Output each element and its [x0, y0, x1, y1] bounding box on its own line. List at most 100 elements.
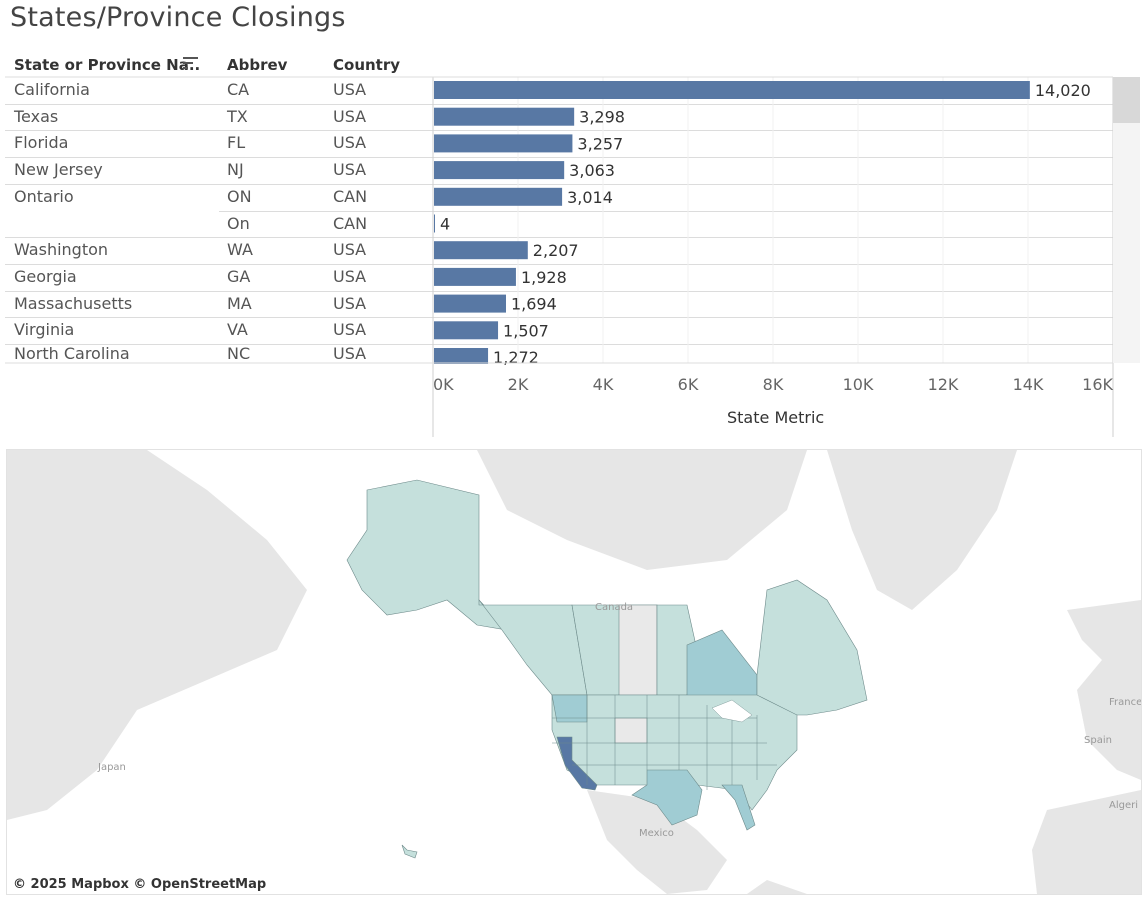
row-separator — [219, 210, 1113, 212]
bar — [434, 81, 1030, 99]
bar — [434, 134, 573, 153]
row-separator — [5, 290, 1113, 292]
bar-data-label: 3,257 — [577, 134, 623, 153]
x-tick-label: 6K — [678, 375, 699, 394]
closings-table: State or Province Na.. Abbrev Country Ca… — [5, 52, 1140, 444]
alaska — [346, 479, 508, 631]
row-separator — [5, 183, 1113, 185]
x-axis-title: State Metric — [727, 408, 825, 427]
x-tick-label: 10K — [843, 375, 874, 394]
country: USA — [333, 266, 367, 286]
bar — [434, 267, 516, 286]
abbrev: WA — [227, 240, 253, 260]
florida — [721, 784, 756, 831]
state-name: Georgia — [14, 266, 77, 286]
row-separator — [5, 157, 1113, 159]
bar-data-label: 1,694 — [511, 295, 557, 314]
wyoming-nodata — [614, 717, 648, 744]
state-name: Washington — [14, 240, 109, 260]
scrollbar-thumb[interactable] — [1113, 77, 1140, 123]
nwt-nodata — [618, 604, 658, 696]
map-label-algeria: Algeri — [1109, 800, 1139, 811]
bar — [434, 348, 489, 364]
map-label-mexico: Mexico — [639, 828, 674, 839]
country: USA — [333, 160, 367, 180]
state-name: Ontario — [14, 186, 74, 206]
country: CAN — [333, 186, 368, 206]
state-name: California — [14, 80, 90, 99]
map-label-spain: Spain — [1084, 735, 1112, 746]
map-copyright: © 2025 Mapbox © OpenStreetMap — [11, 877, 269, 892]
abbrev: NC — [227, 344, 251, 363]
abbrev: NJ — [227, 160, 244, 180]
abbrev: MA — [227, 293, 252, 313]
row-separator — [5, 344, 1113, 345]
greenland-land — [827, 450, 1017, 610]
great-lakes — [711, 699, 753, 723]
bar-data-label: 3,298 — [579, 108, 625, 127]
abbrev: On — [227, 213, 250, 233]
abbrev: ON — [227, 186, 252, 206]
country: CAN — [333, 213, 368, 233]
x-tick-label: 16K — [1082, 375, 1113, 394]
x-tick-label: 12K — [928, 375, 959, 394]
x-tick-label: 8K — [763, 375, 784, 394]
page-title: States/Province Closings — [10, 2, 346, 33]
map-label-canada: Canada — [595, 602, 634, 613]
abbrev: FL — [227, 133, 246, 153]
map-canvas[interactable] — [7, 450, 1141, 894]
bar-data-label: 1,928 — [521, 268, 567, 287]
row-separator — [5, 130, 1113, 132]
country: USA — [333, 106, 367, 126]
header-abbrev[interactable]: Abbrev — [227, 56, 288, 74]
row-separator — [5, 103, 1113, 105]
yukon-bc — [478, 599, 588, 696]
x-tick-label: 14K — [1013, 375, 1044, 394]
bar — [434, 161, 565, 180]
state-name: New Jersey — [14, 160, 103, 180]
bar-data-label: 3,063 — [569, 161, 615, 180]
bar-data-label: 4 — [440, 215, 450, 234]
hawaii — [401, 844, 418, 859]
mexico-central-america — [587, 790, 727, 894]
state-name: Virginia — [14, 320, 75, 340]
x-tick-label: 2K — [508, 375, 529, 394]
sort-icon[interactable] — [183, 56, 199, 70]
abbrev: GA — [227, 266, 251, 286]
bar — [434, 241, 528, 260]
bar-chart: 14,020 3,298 3,257 3,063 3,014 4 2,207 1,928 1,6… — [5, 76, 1114, 437]
south-america-tip — [747, 880, 807, 894]
country: USA — [333, 133, 367, 153]
choropleth-map[interactable]: Canada Mexico Japan France Spain Algeri … — [6, 449, 1142, 895]
africa-land — [1032, 790, 1141, 894]
bar — [434, 294, 506, 313]
row-separator — [5, 263, 1113, 265]
state-borders — [552, 695, 777, 790]
bar — [434, 321, 499, 340]
table-scrollbar[interactable] — [1113, 77, 1140, 363]
bar-data-label: 1,507 — [503, 321, 549, 340]
bar-data-label: 3,014 — [567, 188, 613, 207]
country: USA — [333, 320, 367, 340]
bar — [434, 187, 563, 206]
abbrev: VA — [227, 320, 248, 340]
abbrev: CA — [227, 80, 250, 99]
bar-data-label: 14,020 — [1035, 81, 1091, 100]
row-separator — [5, 317, 1113, 319]
bar-data-label: 1,272 — [493, 348, 539, 367]
state-name: North Carolina — [14, 344, 130, 363]
state-name: Massachusetts — [14, 293, 133, 313]
country: USA — [333, 344, 367, 363]
country: USA — [333, 293, 367, 313]
header-state-name[interactable]: State or Province Na.. — [14, 56, 201, 74]
x-tick-label: 0K — [433, 375, 454, 394]
bar — [434, 107, 575, 126]
header-country[interactable]: Country — [333, 56, 401, 74]
europe-land — [1067, 600, 1141, 780]
asia-land — [7, 450, 307, 820]
row-separator — [5, 237, 1113, 239]
texas — [631, 769, 703, 826]
state-name: Texas — [14, 106, 59, 126]
bar — [434, 214, 435, 233]
map-label-france: France — [1109, 697, 1142, 708]
